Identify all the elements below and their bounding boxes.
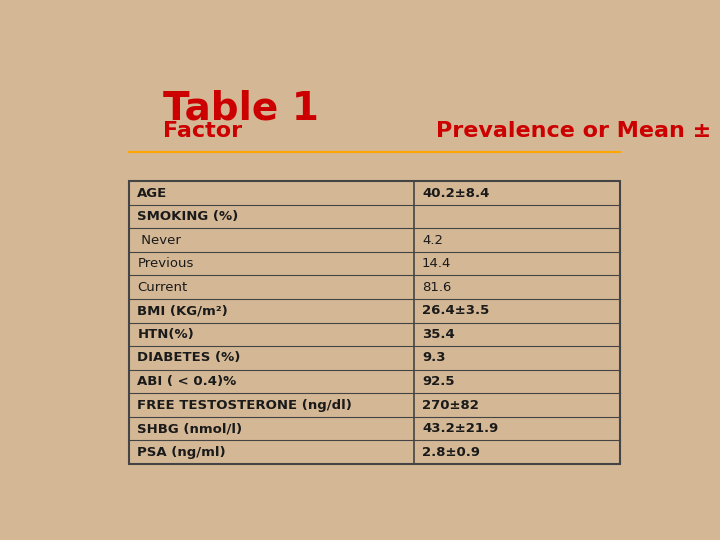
Text: 92.5: 92.5 bbox=[422, 375, 454, 388]
Text: 4.2: 4.2 bbox=[422, 234, 443, 247]
Bar bbox=[129, 181, 620, 464]
Text: BMI (KG/m²): BMI (KG/m²) bbox=[138, 305, 228, 318]
Text: FREE TESTOSTERONE (ng/dl): FREE TESTOSTERONE (ng/dl) bbox=[138, 399, 352, 411]
Text: 14.4: 14.4 bbox=[422, 257, 451, 270]
Text: Never: Never bbox=[138, 234, 181, 247]
Text: 35.4: 35.4 bbox=[422, 328, 455, 341]
Text: 26.4±3.5: 26.4±3.5 bbox=[422, 305, 490, 318]
Text: 9.3: 9.3 bbox=[422, 352, 446, 365]
Text: DIABETES (%): DIABETES (%) bbox=[138, 352, 240, 365]
Text: HTN(%): HTN(%) bbox=[138, 328, 194, 341]
Text: ABI ( < 0.4)%: ABI ( < 0.4)% bbox=[138, 375, 237, 388]
Text: SMOKING (%): SMOKING (%) bbox=[138, 210, 239, 223]
Text: Current: Current bbox=[138, 281, 188, 294]
Text: Table 1: Table 1 bbox=[163, 90, 318, 128]
Text: 40.2±8.4: 40.2±8.4 bbox=[422, 186, 490, 199]
Text: 81.6: 81.6 bbox=[422, 281, 451, 294]
Text: Previous: Previous bbox=[138, 257, 194, 270]
Text: 270±82: 270±82 bbox=[422, 399, 479, 411]
Text: AGE: AGE bbox=[138, 186, 168, 199]
Text: Prevalence or Mean ± SD: Prevalence or Mean ± SD bbox=[436, 122, 720, 141]
Text: 2.8±0.9: 2.8±0.9 bbox=[422, 446, 480, 458]
Text: PSA (ng/ml): PSA (ng/ml) bbox=[138, 446, 226, 458]
Text: SHBG (nmol/l): SHBG (nmol/l) bbox=[138, 422, 243, 435]
Text: Factor: Factor bbox=[163, 122, 242, 141]
Text: 43.2±21.9: 43.2±21.9 bbox=[422, 422, 498, 435]
